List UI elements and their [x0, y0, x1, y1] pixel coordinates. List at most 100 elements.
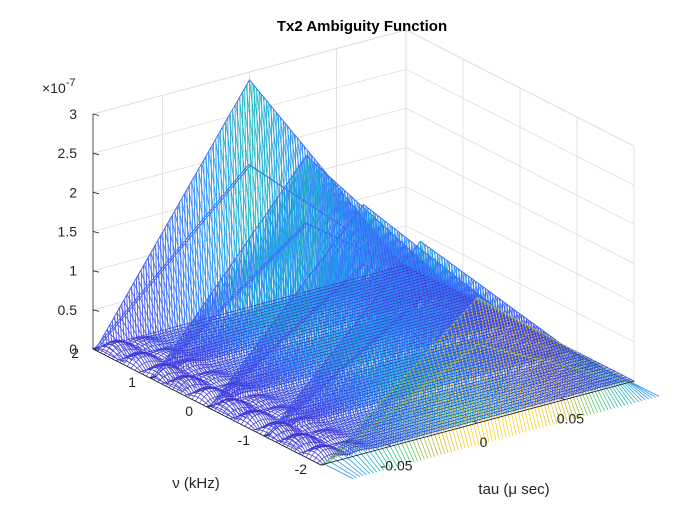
y-tick-mark: [206, 405, 214, 408]
x-tick-label: 0.05: [557, 411, 584, 427]
y-tick-label: 2: [71, 345, 79, 361]
surface-fill-line: [344, 441, 374, 474]
surface-fill-line: [559, 342, 589, 372]
surface-fill-line: [204, 303, 234, 379]
surface-line-nu: [301, 371, 616, 456]
surface-fill-line: [541, 333, 571, 421]
surface-fill-line: [558, 342, 588, 416]
surface-fill-line: [220, 392, 250, 419]
surface-fill-line: [210, 293, 241, 377]
x-tick-mark: [560, 397, 565, 401]
surface-fill-line: [345, 335, 375, 429]
surface-fill-line: [339, 235, 369, 386]
surface-fill-line: [397, 230, 427, 371]
grid-line-top: [92, 29, 407, 115]
surface-fill-line: [289, 129, 320, 311]
surface-fill-line: [337, 449, 367, 476]
surface-fill-line: [534, 329, 565, 423]
surface-fill-line: [208, 151, 238, 333]
surface-fill-line: [289, 180, 319, 356]
surface-fill-line: [340, 186, 370, 342]
surface-fill-line: [382, 288, 412, 419]
surface-fill-line: [340, 191, 371, 298]
surface-line-nu: [180, 309, 494, 394]
surface-fill-line: [508, 305, 538, 385]
surface-fill-line: [484, 288, 514, 392]
surface-fill-line: [355, 322, 385, 426]
surface-fill-line: [330, 179, 360, 300]
surface-fill-line: [551, 338, 582, 418]
surface-fill-line: [272, 108, 303, 316]
surface-fill-line: [336, 183, 366, 343]
surface-line-nu: [237, 338, 551, 423]
surface-fill-line: [436, 341, 466, 449]
tick-labels: 0 0.5 1 1.5 2 2.5 3 2 1 0 -1 -2 -0.05 0 0.05: [58, 106, 585, 477]
surface-fill-line: [307, 383, 338, 439]
z-tick-label: 0: [69, 341, 77, 357]
surface-fill-line: [255, 88, 286, 320]
surface-fill-line: [477, 283, 508, 394]
y-tick-mark: [320, 463, 328, 466]
surface-fill-line: [366, 207, 396, 379]
z-tick-mark: [92, 191, 100, 195]
surface-line-nu: [168, 303, 483, 388]
surface-fill-line: [277, 421, 307, 448]
z-tick-mark: [92, 270, 100, 273]
surface-fill-line: [326, 174, 356, 346]
surface-fill-line: [119, 306, 150, 357]
grid-line-top: [405, 29, 635, 147]
surface-line-nu: [221, 330, 536, 415]
surface-fill-line: [283, 121, 313, 313]
surface-line-nu: [104, 270, 418, 355]
surface-line-nu: [203, 320, 517, 406]
surface-fill-line: [167, 222, 197, 344]
surface-fill-line: [191, 181, 221, 338]
surface-fill-line: [361, 423, 391, 469]
surface-fill-line: [242, 91, 272, 324]
surface-fill-line: [405, 375, 435, 457]
surface-fill-line: [123, 300, 153, 356]
surface-fill-line: [575, 351, 605, 412]
x-tick-mark: [473, 420, 478, 424]
surface-fill-line: [221, 278, 251, 374]
surface-line-nu: [206, 322, 521, 408]
surface-fill-line: [344, 195, 374, 297]
surface-line-nu: [305, 373, 619, 458]
z-tick-mark: [92, 231, 100, 234]
surface-fill-line: [378, 404, 408, 465]
x-tick-label: -0.05: [381, 457, 413, 473]
surface-fill-line: [443, 334, 473, 447]
surface-line-nu: [157, 297, 471, 383]
surface-fill-line: [314, 374, 344, 437]
surface-ridge-line: [319, 343, 634, 466]
surface-fill-line: [386, 222, 417, 374]
surface-fill-line: [225, 121, 255, 328]
surface-line-nu: [138, 287, 452, 373]
surface-fill-line: [282, 190, 312, 357]
surface-line-nu: [184, 311, 498, 396]
surface-line-nu: [233, 336, 547, 421]
surface-ridge-line: [262, 297, 577, 437]
surface-fill-line: [477, 297, 507, 438]
y-tick-label: 1: [128, 374, 136, 390]
surface-fill-line: [431, 257, 461, 362]
surface-fill-line: [335, 240, 366, 387]
surface-fill-line: [582, 355, 612, 410]
surface-fill-line: [383, 220, 413, 375]
z-tick-label: 2: [69, 184, 77, 200]
z-tick-label: 0.5: [58, 302, 78, 318]
surface-line-nu: [210, 324, 524, 410]
surface-fill-line: [358, 426, 388, 470]
surface-ridge-line: [148, 222, 463, 379]
y-tick-mark: [92, 347, 100, 350]
surface-fill-line: [113, 318, 143, 359]
surface-fill-line: [419, 360, 449, 454]
surface-fill-line: [630, 381, 660, 397]
surface-fill-line: [190, 322, 220, 382]
x-tick-mark: [386, 443, 391, 447]
surface-fill-line: [362, 314, 392, 425]
surface-fill-line: [218, 133, 248, 330]
surface-fill-line: [302, 160, 332, 352]
surface-fill-line: [518, 313, 548, 383]
